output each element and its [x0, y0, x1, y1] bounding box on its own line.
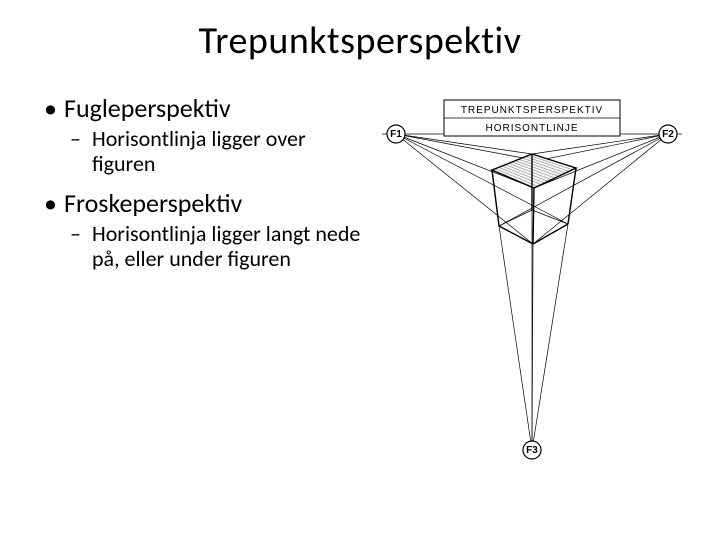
bullet-1-label: Fugleperspektiv: [64, 92, 231, 124]
bullet-list: Fugleperspektiv Horisontlinja ligger ove…: [40, 92, 370, 472]
bullet-2-sub: Horisontlinja ligger langt nede på, elle…: [64, 221, 370, 272]
svg-text:F1: F1: [390, 129, 402, 140]
svg-text:F3: F3: [526, 445, 538, 456]
bullet-item-2: Froskeperspektiv Horisontlinja ligger la…: [40, 187, 370, 272]
slide-title: Trepunktsperspektiv: [40, 18, 680, 64]
bullet-item-1: Fugleperspektiv Horisontlinja ligger ove…: [40, 92, 370, 177]
bullet-1-sub: Horisontlinja ligger over figuren: [64, 126, 370, 177]
svg-text:HORISONTLINJE: HORISONTLINJE: [485, 123, 578, 134]
bullet-2-label: Froskeperspektiv: [64, 187, 242, 219]
svg-text:TREPUNKTSPERSPEKTIV: TREPUNKTSPERSPEKTIV: [461, 105, 603, 116]
perspective-diagram: TREPUNKTSPERSPEKTIV HORISONTLINJE F1 F2 F3: [382, 92, 682, 472]
svg-text:F2: F2: [662, 129, 674, 140]
